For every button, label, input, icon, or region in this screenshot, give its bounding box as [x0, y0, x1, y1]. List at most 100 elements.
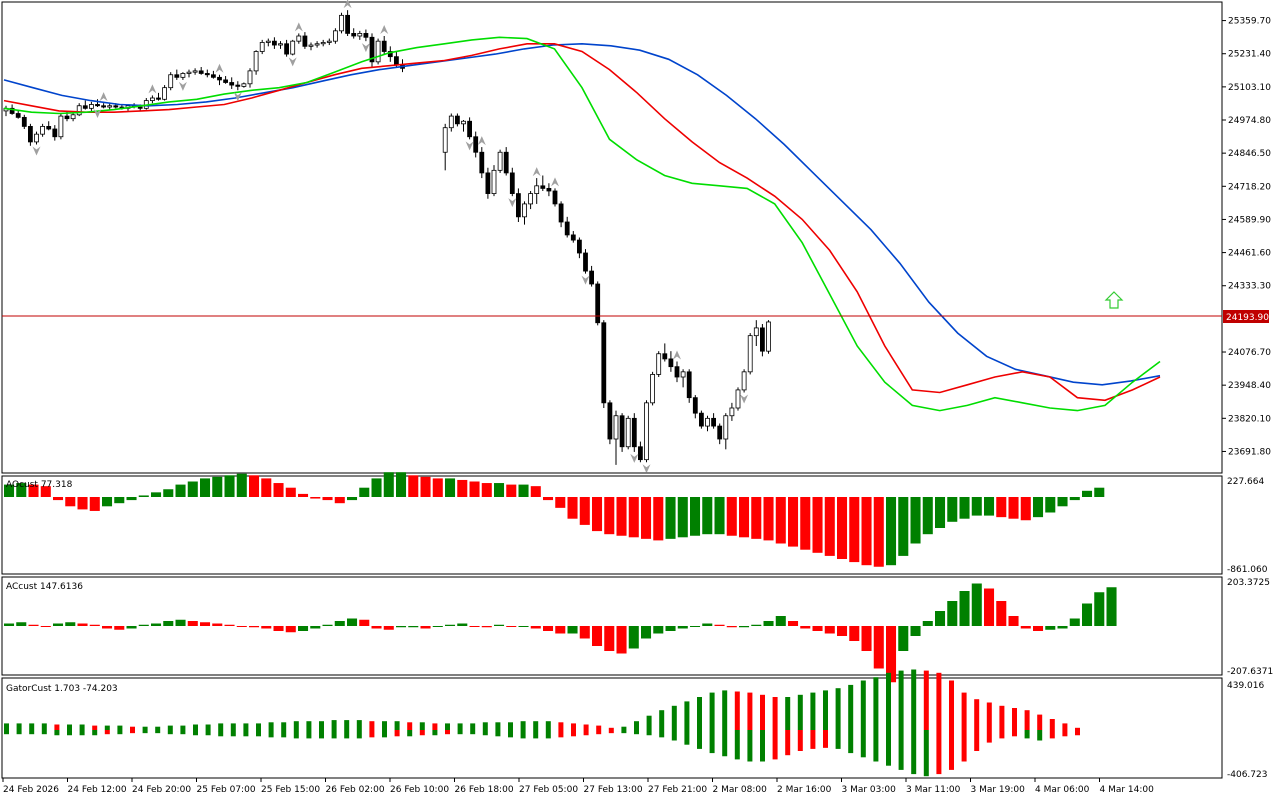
ac-pane-frame — [1, 576, 1223, 676]
fractal-down-icon — [642, 464, 651, 474]
ao-bar — [837, 497, 848, 559]
candle-body — [564, 221, 570, 236]
candle — [729, 402, 735, 421]
gator-up-bar — [508, 722, 513, 730]
ac-bar — [1069, 618, 1080, 626]
time-x-tick-label: 4 Mar 14:00 — [1100, 785, 1155, 795]
time-x-tick-label: 24 Feb 12:00 — [68, 785, 127, 795]
candle — [284, 39, 290, 57]
candle — [686, 369, 692, 403]
candle — [747, 333, 753, 375]
candle — [680, 369, 686, 388]
gator-down-bar — [1037, 730, 1043, 741]
candle — [95, 99, 100, 108]
ac-bar — [1057, 626, 1068, 629]
ao-bar — [555, 497, 566, 508]
candle — [467, 117, 473, 140]
candle-body — [339, 14, 344, 32]
candle-body — [357, 33, 363, 37]
ao-bar — [616, 497, 627, 536]
gator-up-bar — [848, 684, 854, 730]
ao-bar — [457, 479, 468, 497]
gator-down-bar — [999, 730, 1005, 739]
candle-body — [290, 40, 296, 55]
candle — [662, 343, 668, 362]
gator-down-bar — [445, 730, 450, 735]
gator-up-bar — [823, 690, 828, 730]
ac-bar — [102, 626, 113, 629]
ao-bar — [322, 497, 333, 501]
candle — [339, 12, 344, 34]
gator-down-bar — [974, 730, 980, 751]
candle-body — [64, 115, 70, 120]
gator-down-bar — [545, 730, 551, 739]
candle-body — [278, 43, 283, 46]
ao-bar — [1057, 497, 1068, 507]
candle — [351, 28, 357, 39]
candle — [601, 320, 607, 408]
candle-body — [162, 87, 168, 100]
candle-body — [699, 412, 704, 427]
ao-bar — [775, 497, 786, 544]
gator-y-min: -406.723 — [1227, 770, 1267, 780]
gator-up-bar — [961, 692, 967, 730]
ac-bar — [690, 626, 701, 627]
gator-down-bar — [67, 730, 72, 736]
candle-body — [21, 116, 27, 127]
candle — [448, 113, 454, 132]
candle — [369, 33, 375, 67]
ac-bar — [604, 626, 615, 651]
time-x-tick-label: 25 Feb 07:00 — [197, 785, 256, 795]
candle — [198, 67, 204, 75]
gator-up-bar — [886, 672, 891, 730]
gator-up-bar — [772, 697, 778, 730]
candle-body — [95, 104, 100, 107]
ao-bar — [236, 473, 247, 497]
candle — [485, 167, 491, 199]
ao-bar — [383, 472, 394, 497]
ao-bar — [518, 484, 529, 497]
candle-body — [577, 239, 582, 254]
candle — [76, 103, 82, 117]
ac-bar — [383, 626, 394, 630]
candle — [192, 68, 198, 75]
candle-body — [491, 169, 497, 194]
candle-body — [27, 126, 33, 143]
candle-body — [137, 106, 143, 109]
candle — [381, 36, 387, 55]
ao-bar — [273, 483, 284, 497]
candle-body — [101, 105, 106, 108]
candle-body — [686, 371, 692, 399]
candle-body — [235, 84, 241, 87]
ac-bar — [371, 626, 382, 629]
ac-bar — [873, 626, 884, 669]
gator-down-bar — [142, 730, 148, 734]
ac-bar — [200, 622, 211, 626]
candle — [46, 121, 52, 131]
ac-bar — [285, 626, 296, 633]
candle-body — [595, 283, 601, 324]
up-arrow-icon — [1104, 291, 1124, 309]
price-pane — [3, 0, 1161, 474]
candle — [473, 131, 479, 158]
ao-bar — [163, 489, 174, 497]
candle-body — [589, 270, 594, 285]
time-x-tick-label: 4 Mar 06:00 — [1035, 785, 1090, 795]
price-y-tick-label: 24076.70 — [1228, 348, 1271, 358]
candle-body — [461, 120, 466, 125]
ao-bar — [432, 478, 443, 497]
candle-body — [168, 74, 174, 89]
candle — [711, 413, 716, 429]
candle-body — [766, 321, 771, 352]
fractal-down-icon — [465, 141, 474, 151]
candle — [332, 28, 338, 44]
candle — [692, 395, 698, 419]
candle — [454, 113, 460, 127]
ac-bar — [898, 626, 909, 651]
gator-down-bar — [407, 730, 413, 737]
gator-up-bar — [1037, 714, 1043, 730]
ac-bar — [628, 626, 639, 649]
time-x-tick-label: 26 Feb 18:00 — [455, 785, 514, 795]
gator-down-bar — [533, 730, 539, 739]
ao-bar — [690, 497, 701, 536]
